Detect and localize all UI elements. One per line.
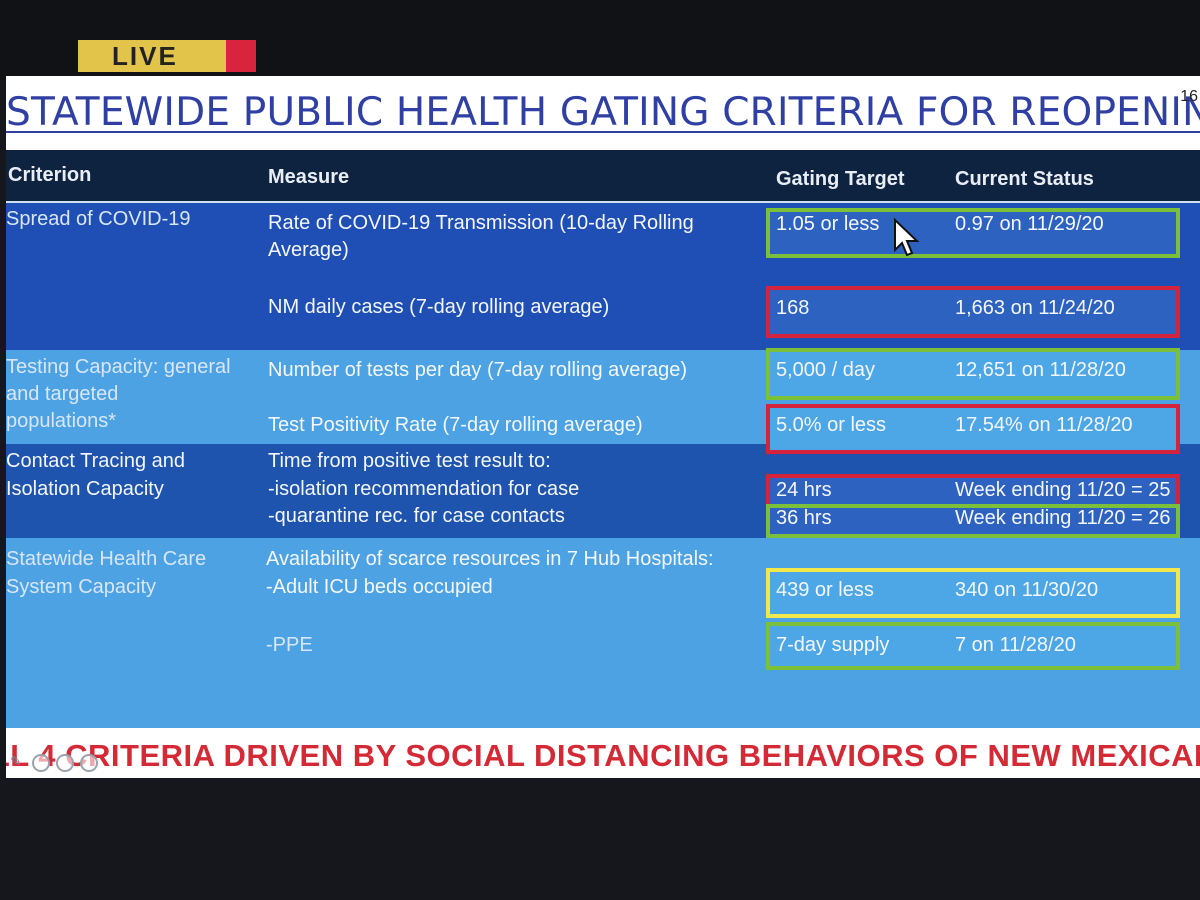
measure-icu-beds: -Adult ICU beds occupied: [266, 574, 493, 601]
header-divider: [6, 201, 1200, 203]
criterion-contact-line2: Isolation Capacity: [6, 476, 164, 503]
status-quarantine: Week ending 11/20 = 26: [955, 505, 1171, 532]
live-badge-label: LIVE: [78, 41, 222, 72]
slideshow-controls: ✎: [10, 754, 98, 772]
status-daily-cases: 1,663 on 11/24/20: [955, 295, 1115, 322]
measure-positivity-rate: Test Positivity Rate (7-day rolling aver…: [268, 412, 643, 439]
next-slide-icon[interactable]: [80, 754, 98, 772]
banner-text: ALL 4 CRITERIA DRIVEN BY SOCIAL DISTANCI…: [6, 738, 1200, 774]
target-positivity-rate: 5.0% or less: [776, 412, 886, 439]
slide-title: STATEWIDE PUBLIC HEALTH GATING CRITERIA …: [6, 90, 1200, 140]
measure-contact-line3: -quarantine rec. for case contacts: [268, 503, 565, 530]
criterion-testing-line3: populations*: [6, 408, 116, 435]
slide-number: 16: [1180, 88, 1198, 106]
criterion-contact-line1: Contact Tracing and: [6, 448, 185, 475]
criterion-health-care-line2: System Capacity: [6, 574, 156, 601]
measure-transmission-line1: Rate of COVID-19 Transmission (10-day Ro…: [268, 210, 694, 237]
measure-tests-per-day: Number of tests per day (7-day rolling a…: [268, 357, 687, 384]
target-transmission: 1.05 or less: [776, 211, 879, 238]
header-gating-target: Gating Target: [776, 166, 905, 193]
target-ppe: 7-day supply: [776, 632, 889, 659]
status-tests-per-day: 12,651 on 11/28/20: [955, 357, 1126, 384]
live-badge: LIVE: [78, 40, 256, 72]
measure-daily-cases: NM daily cases (7-day rolling average): [268, 294, 609, 321]
criteria-table: Criterion Measure Gating Target Current …: [6, 150, 1200, 728]
header-current-status: Current Status: [955, 166, 1094, 193]
measure-contact-line1: Time from positive test result to:: [268, 448, 551, 475]
criterion-testing-line2: and targeted: [6, 381, 118, 408]
live-badge-accent: [226, 40, 256, 72]
presentation-slide: STATEWIDE PUBLIC HEALTH GATING CRITERIA …: [6, 76, 1200, 778]
criterion-testing-line1: Testing Capacity: general: [6, 354, 231, 381]
status-transmission: 0.97 on 11/29/20: [955, 211, 1104, 238]
pen-icon[interactable]: ✎: [10, 754, 26, 770]
measure-transmission-line2: Average): [268, 237, 349, 264]
previous-slide-icon[interactable]: [32, 754, 50, 772]
status-positivity-rate: 17.54% on 11/28/20: [955, 412, 1133, 439]
header-criterion: Criterion: [8, 162, 91, 189]
status-isolation: Week ending 11/20 = 25: [955, 477, 1171, 504]
menu-icon[interactable]: [56, 754, 74, 772]
status-icu-beds: 340 on 11/30/20: [955, 577, 1098, 604]
target-daily-cases: 168: [776, 295, 809, 322]
measure-contact-line2: -isolation recommendation for case: [268, 476, 579, 503]
header-measure: Measure: [268, 164, 349, 191]
target-icu-beds: 439 or less: [776, 577, 874, 604]
target-tests-per-day: 5,000 / day: [776, 357, 875, 384]
target-quarantine: 36 hrs: [776, 505, 832, 532]
slide-banner: ALL 4 CRITERIA DRIVEN BY SOCIAL DISTANCI…: [6, 734, 1200, 778]
status-ppe: 7 on 11/28/20: [955, 632, 1076, 659]
measure-ppe: -PPE: [266, 632, 313, 659]
measure-resources-line1: Availability of scarce resources in 7 Hu…: [266, 546, 714, 573]
criterion-spread: Spread of COVID-19: [6, 206, 191, 233]
criterion-health-care-line1: Statewide Health Care: [6, 546, 206, 573]
mouse-pointer-icon: [892, 218, 922, 258]
target-isolation: 24 hrs: [776, 477, 832, 504]
